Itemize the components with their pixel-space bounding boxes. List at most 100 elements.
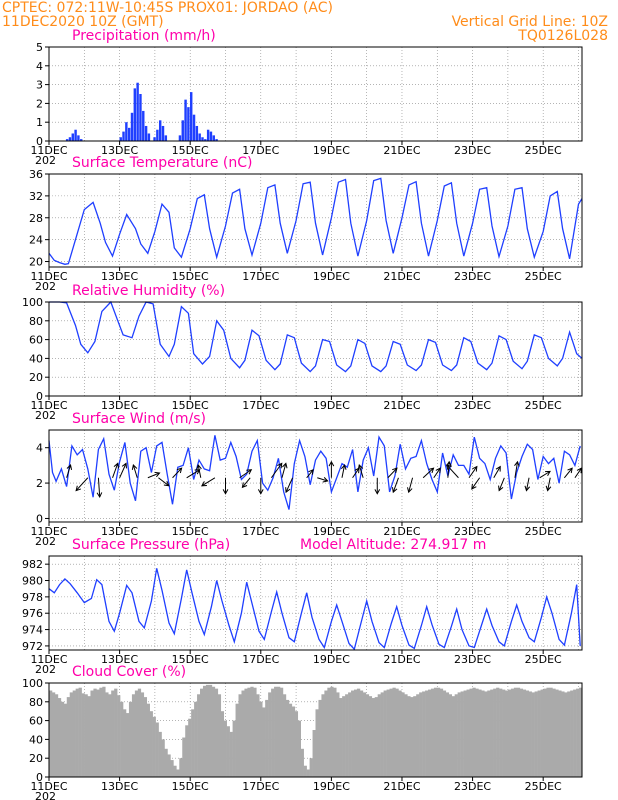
precip-bar [187,107,190,141]
wind-vector-head [576,467,583,474]
precip-bar [133,88,137,141]
cloud-bar [274,686,278,777]
cloud-xtick-label: 17DEC [242,780,279,793]
rh-frame [48,301,583,397]
wind-ytick-label: 2 [36,477,43,490]
wind-vector-head [96,492,103,499]
wind-vector-head [471,483,477,490]
temp-ytick-label: 36 [29,168,43,181]
wind-ytick-label: 0 [36,512,43,525]
wind-xtick-label: 21DEC [383,525,420,538]
cloud-bar [472,687,476,777]
wind-vector-head [322,477,329,483]
temp-frame [48,173,583,268]
wind-vector [408,477,414,493]
precip-bar [190,92,193,141]
wind-vector-head [340,463,347,470]
cloud-bar [57,698,62,777]
wind-vector [446,464,459,479]
cloud-bar [220,711,225,777]
cloud-bar [419,692,423,777]
wind-vector-head [257,489,264,495]
rh-ytick-label: 100 [22,296,43,309]
temp-ytick-label: 32 [29,190,43,203]
precip-ytick-label: 0 [36,135,43,148]
precip-xtick-label: 19DEC [313,144,350,157]
wind-frame [48,429,583,523]
temp-panel: Surface Temperature (nC) 20 24 28 32 36 11DEC 1… [29,155,583,293]
wind-vector [270,463,283,479]
wind-vector [97,477,101,498]
wind-vector-head [246,469,253,475]
header-model: TQ0126L028 [517,28,608,44]
precip-bar [144,125,148,141]
wind-vector-head [357,463,364,470]
cloud-bar [99,687,103,777]
cloud-bar [333,687,337,777]
cloud-bar [282,694,287,777]
pres-line [48,568,581,651]
cloud-bar [137,688,142,777]
pres-ytick-label: 982 [22,558,43,571]
cloud-bar [300,748,304,777]
pres-xtick-sublabel: 202 [35,663,56,676]
cloud-bar [140,692,145,777]
wind-vector [387,467,398,479]
cloud-bar [223,720,227,777]
precip-ytick-label: 5 [36,41,43,54]
cloud-bar [510,688,515,777]
wind-vector-head [495,465,501,472]
cloud-bar [146,703,150,777]
cloud-bar [81,693,85,777]
cloud-bar [374,697,378,777]
cloud-ytick-label: 20 [29,752,43,765]
cloud-bar [451,696,455,777]
cloud-bar [537,690,541,777]
rh-xtick-sublabel: 202 [35,409,56,422]
cloud-bar [93,688,97,777]
precip-bar [119,137,122,141]
wind-vector-head [524,485,531,492]
cloud-bar [120,701,124,777]
wind-vector [201,477,216,487]
cloud-bar [348,692,352,777]
wind-vector [186,469,200,479]
cloud-bar [256,694,260,777]
wind-vector-head [131,463,138,470]
cloud-bar [490,689,494,777]
cloud-bar [401,692,405,777]
cloud-bar [377,694,381,777]
wind-vector-head [222,489,229,495]
wind-vector [285,477,294,493]
cloud-bar [425,690,429,777]
cloud-ytick-label: 80 [29,696,43,709]
cloud-bar [493,688,497,777]
cloud-bar [433,687,438,777]
wind-vector [158,477,170,487]
cloud-bar [442,690,447,777]
precip-bar [215,139,218,141]
precip-bar [161,125,165,141]
wind-vector-head [66,463,73,470]
cloud-bar [185,725,189,777]
rh-title: Relative Humidity (%) [72,283,225,299]
cloud-bar [202,685,207,777]
cloud-bar [315,709,319,777]
cloud-bar [564,692,568,777]
wind-vector-head [514,460,520,467]
wind-vector [306,469,314,479]
cloud-ytick-label: 0 [36,771,43,784]
cloud-bar [149,711,153,777]
cloud-bar [478,689,482,777]
wind-panel: Surface Wind (m/s) 0 2 4 11DEC 13DEC 15DEC 17DE… [30,411,583,548]
cloud-bar [324,690,328,777]
cloud-bar [164,748,168,777]
precip-bar [125,122,128,141]
cloud-bar [288,703,293,777]
pres-xtick-label: 23DEC [454,653,491,666]
cloud-bar [454,694,458,777]
cloud-bar [428,689,432,777]
wind-xtick-label: 19DEC [313,525,350,538]
wind-xtick-label: 25DEC [525,525,562,538]
cloud-bar [552,688,556,777]
